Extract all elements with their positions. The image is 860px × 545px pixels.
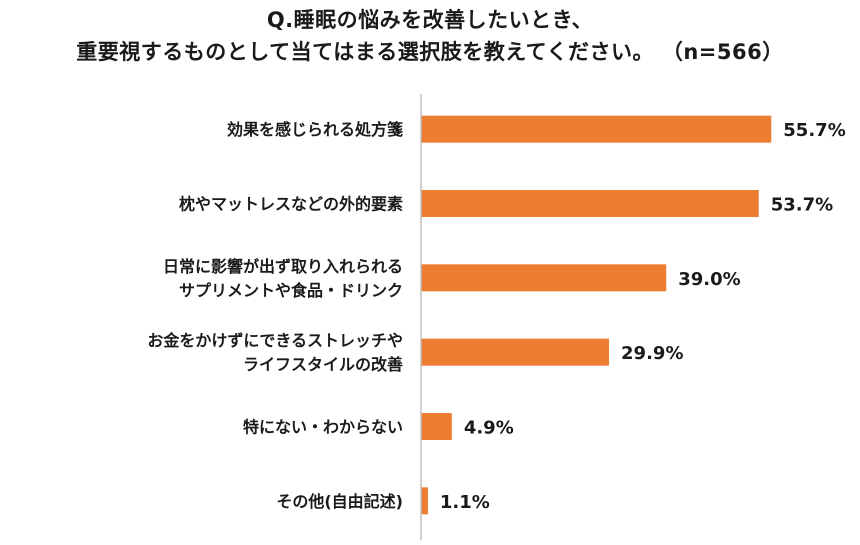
category-label: その他(自由記述) bbox=[276, 492, 403, 511]
bar bbox=[421, 190, 759, 217]
data-label: 55.7% bbox=[783, 120, 845, 141]
bar bbox=[421, 264, 667, 292]
category-label: 特にない・わからない bbox=[243, 418, 403, 437]
bar bbox=[421, 115, 772, 143]
data-label: 29.9% bbox=[621, 343, 683, 364]
chart-title: Q.睡眠の悩みを改善したいとき、 重要視するものとして当てはまる選択肢を教えてく… bbox=[0, 4, 860, 68]
chart-title-line-1: Q.睡眠の悩みを改善したいとき、 bbox=[266, 8, 594, 32]
data-label: 53.7% bbox=[771, 195, 833, 216]
bar bbox=[421, 413, 452, 440]
category-label: ライフスタイルの改善 bbox=[243, 355, 403, 374]
category-label: お金をかけずにできるストレッチや bbox=[147, 331, 403, 350]
data-label: 4.9% bbox=[464, 418, 514, 439]
chart-title-line-2: 重要視するものとして当てはまる選択肢を教えてください。 （n=566） bbox=[76, 40, 784, 64]
data-label: 39.0% bbox=[678, 269, 740, 290]
category-label: 枕やマットレスなどの外的要素 bbox=[179, 195, 403, 214]
category-label: 効果を感じられる処方箋 bbox=[227, 120, 403, 139]
data-label: 1.1% bbox=[440, 492, 490, 513]
category-label: 日常に影響が出ず取り入れられる bbox=[163, 257, 403, 276]
category-label: サプリメントや食品・ドリンク bbox=[179, 281, 403, 300]
bar bbox=[421, 338, 610, 366]
bar bbox=[421, 487, 428, 515]
